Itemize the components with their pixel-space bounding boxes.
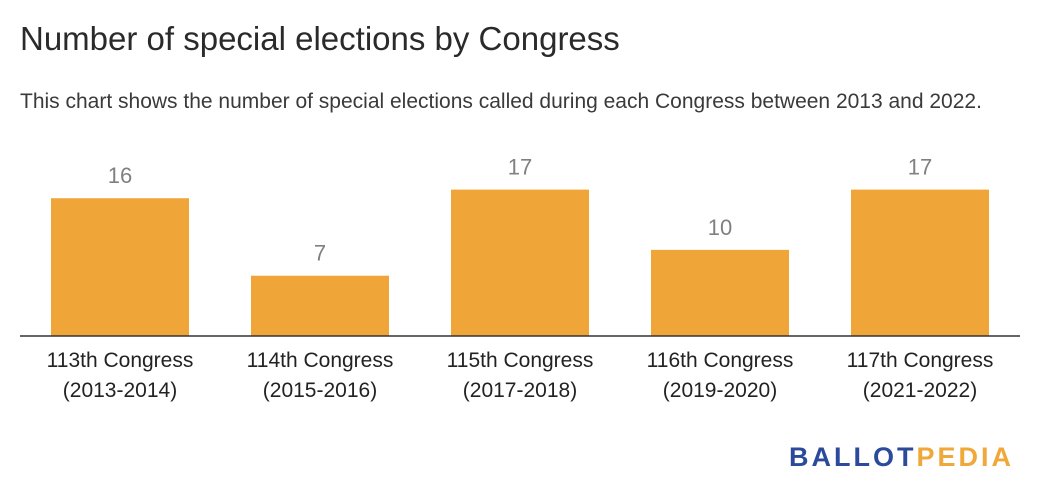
brand-part-2: PEDIA	[916, 442, 1014, 472]
bar	[51, 198, 189, 336]
bar	[451, 189, 589, 336]
x-tick-label: 113th Congress	[47, 349, 194, 372]
x-tick-label: 115th Congress	[447, 349, 594, 372]
chart-subtitle: This chart shows the number of special e…	[20, 90, 982, 113]
data-label: 16	[108, 163, 132, 188]
x-tick-label: 117th Congress	[847, 349, 994, 372]
ballotpedia-logo: BALLOTPEDIA	[789, 442, 1014, 473]
bar	[851, 189, 989, 336]
x-tick-label: (2019-2020)	[663, 379, 777, 402]
bar	[651, 249, 789, 336]
x-tick-label: (2017-2018)	[463, 379, 577, 402]
x-tick-label: 114th Congress	[247, 349, 394, 372]
data-label: 17	[508, 155, 532, 180]
x-tick-label: (2021-2022)	[863, 379, 977, 402]
x-tick-label: (2015-2016)	[263, 379, 377, 402]
brand-part-1: BALLOT	[788, 442, 917, 472]
chart-title: Number of special elections by Congress	[20, 20, 620, 57]
x-tick-label: 116th Congress	[647, 349, 794, 372]
data-label: 17	[908, 155, 932, 180]
data-label: 7	[314, 241, 326, 266]
x-tick-label: (2013-2014)	[63, 379, 177, 402]
bar	[251, 275, 389, 336]
data-label: 10	[708, 215, 732, 240]
